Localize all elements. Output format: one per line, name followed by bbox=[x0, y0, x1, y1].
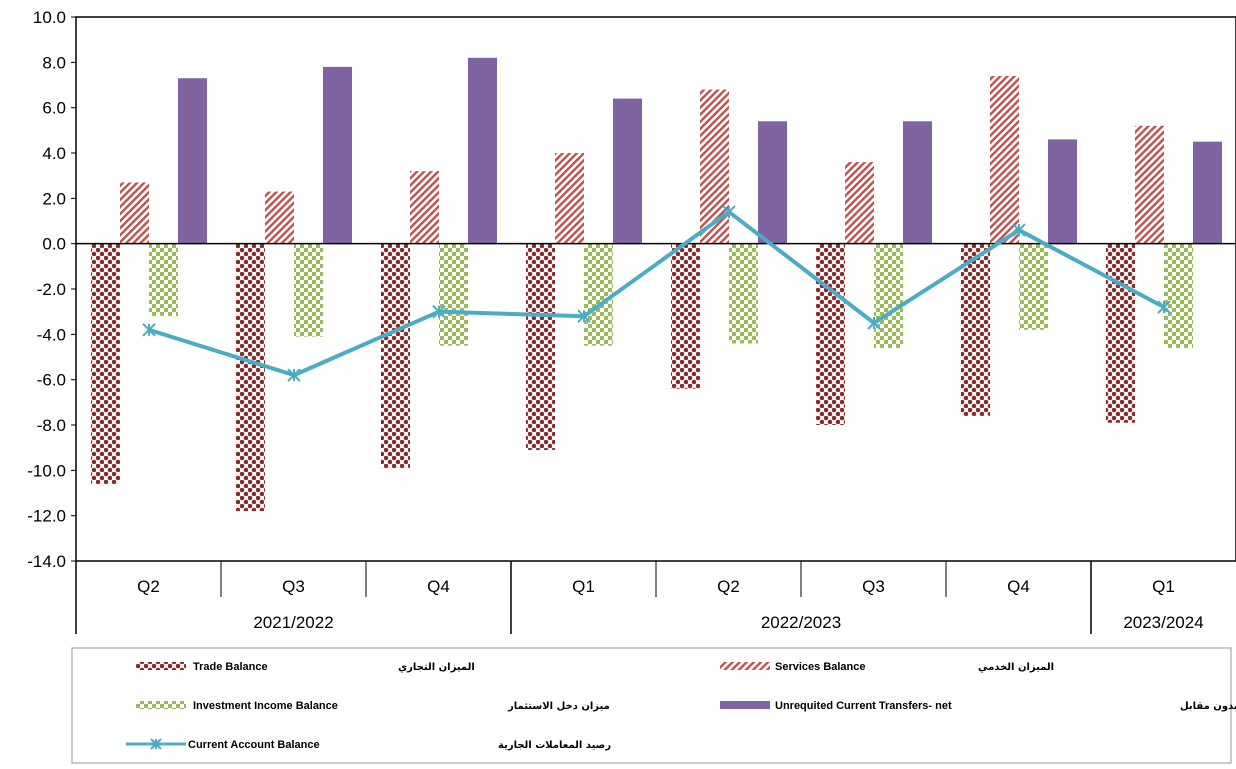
bar-trade-balance-5 bbox=[816, 243, 845, 425]
legend-swatch-unrequited-current-transfers-net bbox=[720, 701, 770, 709]
bar-services-balance-6 bbox=[990, 75, 1019, 244]
legend-label-investment-income-balance: Investment Income Balance bbox=[193, 700, 338, 712]
y-tick-label: -6.0 bbox=[37, 371, 66, 390]
legend-box bbox=[71, 647, 1232, 764]
year-label-1: 2022/2023 bbox=[761, 613, 841, 632]
legend-label-ar-services-balance: الميزان الخدمي bbox=[978, 662, 1054, 673]
bar-unrequited-current-transfers-net-1 bbox=[323, 66, 352, 244]
bar-investment-income-balance-0 bbox=[149, 243, 178, 317]
y-tick-label: 2.0 bbox=[42, 189, 66, 208]
bar-trade-balance-4 bbox=[671, 243, 700, 389]
category-label-1: Q3 bbox=[282, 577, 305, 596]
bar-trade-balance-3 bbox=[526, 243, 555, 450]
category-label-0: Q2 bbox=[137, 577, 160, 596]
bar-unrequited-current-transfers-net-3 bbox=[613, 98, 642, 244]
y-tick-label: 10.0 bbox=[33, 8, 66, 27]
category-label-3: Q1 bbox=[572, 577, 595, 596]
category-label-2: Q4 bbox=[427, 577, 450, 596]
current-account-marker-0 bbox=[142, 323, 156, 337]
bar-investment-income-balance-5 bbox=[874, 243, 903, 348]
plot-area: 10.0 8.0 6.0 4.0 2.0 0.0 -2.0 -4.0 -6.0 -8.0 -10.0… bbox=[27, 8, 1236, 634]
bar-services-balance-7 bbox=[1135, 125, 1164, 244]
category-label-6: Q4 bbox=[1007, 577, 1030, 596]
bar-unrequited-current-transfers-net-0 bbox=[178, 78, 207, 244]
bar-investment-income-balance-6 bbox=[1019, 243, 1048, 330]
bar-services-balance-0 bbox=[120, 182, 149, 244]
y-tick-label: -10.0 bbox=[27, 461, 66, 480]
bar-unrequited-current-transfers-net-5 bbox=[903, 121, 932, 244]
bar-investment-income-balance-3 bbox=[584, 243, 613, 346]
bar-services-balance-3 bbox=[555, 153, 584, 244]
current-account-line bbox=[148, 209, 1165, 378]
y-tick-label: -14.0 bbox=[27, 552, 66, 571]
legend-label-ar-current-account-balance: رصيد المعاملات الجارية bbox=[498, 740, 611, 751]
bar-trade-balance-1 bbox=[236, 243, 265, 512]
y-tick-label: 8.0 bbox=[42, 53, 66, 72]
bar-investment-income-balance-2 bbox=[439, 243, 468, 346]
category-label-7: Q1 bbox=[1152, 577, 1175, 596]
current-account-marker-5 bbox=[867, 316, 881, 330]
legend-label-trade-balance: Trade Balance bbox=[193, 661, 268, 673]
legend-marker-current-account-balance bbox=[150, 738, 162, 750]
bar-trade-balance-7 bbox=[1106, 243, 1135, 423]
category-label-5: Q3 bbox=[862, 577, 885, 596]
current-account-marker-7 bbox=[1157, 300, 1171, 314]
current-account-marker-4 bbox=[722, 205, 736, 219]
legend-swatch-investment-income-balance bbox=[136, 701, 186, 709]
current-account-marker-6 bbox=[1012, 223, 1026, 237]
bar-services-balance-1 bbox=[265, 191, 294, 244]
legend-label-services-balance: Services Balance bbox=[775, 661, 866, 673]
legend: Trade Balance الميزان التجاري Services Bal… bbox=[71, 647, 1236, 764]
bar-trade-balance-0 bbox=[91, 243, 120, 484]
category-label-4: Q2 bbox=[717, 577, 740, 596]
current-account-marker-3 bbox=[577, 309, 591, 323]
bar-investment-income-balance-7 bbox=[1164, 243, 1193, 348]
bar-unrequited-current-transfers-net-4 bbox=[758, 121, 787, 244]
legend-label-unrequited-current-transfers-net: Unrequited Current Transfers- net bbox=[775, 700, 952, 712]
bar-investment-income-balance-4 bbox=[729, 243, 758, 344]
legend-label-current-account-balance: Current Account Balance bbox=[188, 739, 320, 751]
legend-label-ar-trade-balance: الميزان التجاري bbox=[398, 662, 475, 673]
bar-unrequited-current-transfers-net-6 bbox=[1048, 139, 1077, 244]
year-label-0: 2021/2022 bbox=[253, 613, 333, 632]
bar-trade-balance-6 bbox=[961, 243, 990, 416]
y-tick-label: 4.0 bbox=[42, 144, 66, 163]
y-tick-label: -2.0 bbox=[37, 280, 66, 299]
bar-services-balance-2 bbox=[410, 171, 439, 244]
bar-investment-income-balance-1 bbox=[294, 243, 323, 337]
current-account-marker-2 bbox=[432, 304, 446, 319]
bar-unrequited-current-transfers-net-7 bbox=[1193, 141, 1222, 244]
legend-swatch-services-balance bbox=[720, 662, 770, 670]
y-tick-label: -4.0 bbox=[37, 325, 66, 344]
y-tick-label: -12.0 bbox=[27, 507, 66, 526]
bar-unrequited-current-transfers-net-2 bbox=[468, 57, 497, 244]
y-tick-label: -8.0 bbox=[37, 416, 66, 435]
legend-label-ar-unrequited-current-transfers-net: صافي التحويلات الجارية بدون مقابل bbox=[1180, 701, 1236, 712]
current-account-marker-1 bbox=[287, 368, 301, 382]
legend-label-ar-investment-income-balance: ميزان دخل الاستثمار bbox=[507, 701, 610, 712]
legend-swatch-trade-balance bbox=[136, 662, 186, 670]
year-label-2: 2023/2024 bbox=[1123, 613, 1203, 632]
y-tick-label: 6.0 bbox=[42, 99, 66, 118]
bar-trade-balance-2 bbox=[381, 243, 410, 469]
bar-services-balance-5 bbox=[845, 162, 874, 244]
y-tick-label: 0.0 bbox=[42, 235, 66, 254]
